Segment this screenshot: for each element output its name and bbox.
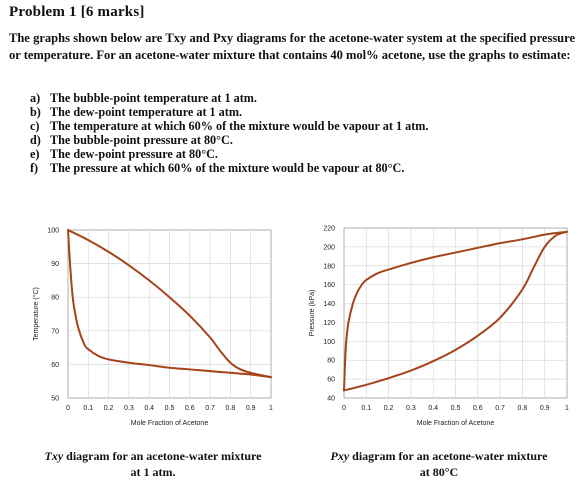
- question-text: The dew-point temperature at 1 atm.: [50, 105, 243, 119]
- pxy-y-tick-label: 140: [323, 301, 335, 308]
- pxy-x-tick-label: 1: [565, 405, 569, 412]
- question-marker: b): [30, 105, 41, 119]
- question-marker: c): [30, 119, 40, 133]
- question-marker: a): [30, 91, 41, 105]
- txy-x-tick-label: 0.3: [124, 405, 134, 412]
- pxy-x-tick-label: 0.7: [495, 405, 505, 412]
- pxy-y-tick-label: 60: [327, 377, 335, 384]
- question-text: The dew-point pressure at 80°C.: [50, 147, 218, 161]
- pxy-y-tick-label: 100: [323, 339, 335, 346]
- question-item: a) The bubble-point temperature at 1 atm.: [30, 91, 428, 105]
- problem-title: Problem 1 [6 marks]: [9, 4, 145, 20]
- txy-x-tick-label: 0.5: [165, 405, 175, 412]
- pxy-x-tick-label: 0.8: [518, 405, 528, 412]
- txy-chart-svg: 0 0.1 0.2 0.3 0.4 0.5 0.6 0.7 0.8 0.9 1 50 60 70 80 90 1…: [32, 228, 273, 428]
- txy-y-tick-label: 90: [51, 261, 59, 268]
- pxy-y-axis-label: Pressure (kPa): [309, 290, 316, 337]
- txy-y-tick-label: 70: [51, 328, 59, 335]
- question-text: The pressure at which 60% of the mixture…: [50, 161, 405, 175]
- txy-x-tick-label: 0.8: [226, 405, 236, 412]
- pxy-y-tick-label: 220: [323, 226, 335, 233]
- pxy-y-tick-label: 40: [327, 396, 335, 403]
- pxy-caption: Pxy diagram for an acetone-water mixture…: [304, 448, 574, 480]
- question-text: The bubble-point temperature at 1 atm.: [50, 91, 257, 105]
- pxy-x-tick-label: 0.9: [540, 405, 550, 412]
- txy-y-tick-label: 100: [47, 228, 59, 235]
- question-marker: d): [30, 133, 41, 147]
- txy-caption-label: Txy: [44, 449, 64, 463]
- question-item: b) The dew-point temperature at 1 atm.: [30, 105, 428, 119]
- txy-caption-text: diagram for an acetone-water mixture: [63, 449, 262, 463]
- question-marker: f): [30, 161, 39, 175]
- problem-intro: The graphs shown below are Txy and Pxy d…: [9, 31, 575, 62]
- txy-x-tick-label: 1: [269, 405, 273, 412]
- pxy-y-tick-label: 80: [327, 358, 335, 365]
- txy-caption-text-2: at 1 atm.: [130, 465, 176, 479]
- pxy-y-tick-label: 160: [323, 282, 335, 289]
- pxy-x-tick-label: 0.6: [473, 405, 483, 412]
- pxy-caption-label: Pxy: [330, 449, 350, 463]
- pxy-caption-text: diagram for an acetone-water mixture: [349, 449, 548, 463]
- txy-x-tick-label: 0.1: [83, 405, 93, 412]
- txy-x-tick-label: 0.9: [246, 405, 256, 412]
- pxy-y-tick-label: 180: [323, 263, 335, 270]
- question-item: f) The pressure at which 60% of the mixtu…: [30, 161, 428, 175]
- pxy-y-tick-label: 120: [323, 320, 335, 327]
- pxy-series-line-2: [343, 230, 568, 392]
- txy-y-tick-label: 60: [51, 362, 59, 369]
- question-text: The bubble-point pressure at 80°C.: [50, 133, 233, 147]
- pxy-x-tick-label: 0.3: [406, 405, 416, 412]
- txy-x-tick-label: 0: [66, 405, 70, 412]
- txy-y-tick-label: 80: [51, 295, 59, 302]
- pxy-chart-svg: 0 0.1 0.2 0.3 0.4 0.5 0.6 0.7 0.8 0.9 140608010012…: [309, 226, 569, 428]
- pxy-x-tick-label: 0: [342, 405, 346, 412]
- txy-chart: 0 0.1 0.2 0.3 0.4 0.5 0.6 0.7 0.8 0.9 1 50 60 70 80 90 1…: [20, 222, 282, 440]
- txy-x-tick-label: 0.6: [185, 405, 195, 412]
- txy-series-line-1: [67, 229, 272, 379]
- txy-y-tick-label: 50: [51, 396, 59, 403]
- question-item: e) The dew-point pressure at 80°C.: [30, 147, 428, 161]
- txy-x-tick-label: 0.7: [205, 405, 215, 412]
- question-marker: e): [30, 147, 40, 161]
- pxy-x-tick-label: 0.4: [428, 405, 438, 412]
- pxy-y-tick-label: 200: [323, 244, 335, 251]
- question-item: c) The temperature at which 60% of the mi…: [30, 119, 428, 133]
- pxy-x-tick-label: 0.2: [384, 405, 394, 412]
- pxy-x-axis-label: Mole Fraction of Acetone: [417, 420, 495, 427]
- txy-x-tick-label: 0.2: [104, 405, 114, 412]
- pxy-x-tick-label: 0.1: [361, 405, 371, 412]
- txy-caption: Txy diagram for an acetone-water mixture…: [22, 448, 284, 480]
- question-text: The temperature at which 60% of the mixt…: [50, 119, 429, 133]
- pxy-x-tick-label: 0.5: [451, 405, 461, 412]
- txy-series-line-2: [67, 229, 272, 379]
- txy-x-axis-label: Mole Fraction of Acetone: [131, 420, 209, 427]
- txy-y-axis-label: Temperature (°C): [32, 287, 40, 341]
- question-item: d) The bubble-point pressure at 80°C.: [30, 133, 428, 147]
- pxy-chart: 0 0.1 0.2 0.3 0.4 0.5 0.6 0.7 0.8 0.9 1 40 60 80 100 12…: [300, 222, 576, 440]
- pxy-caption-text-2: at 80°C: [419, 465, 459, 479]
- txy-x-tick-label: 0.4: [144, 405, 154, 412]
- pxy-series-line-1: [343, 230, 568, 392]
- question-list: a) The bubble-point temperature at 1 atm.…: [30, 91, 428, 175]
